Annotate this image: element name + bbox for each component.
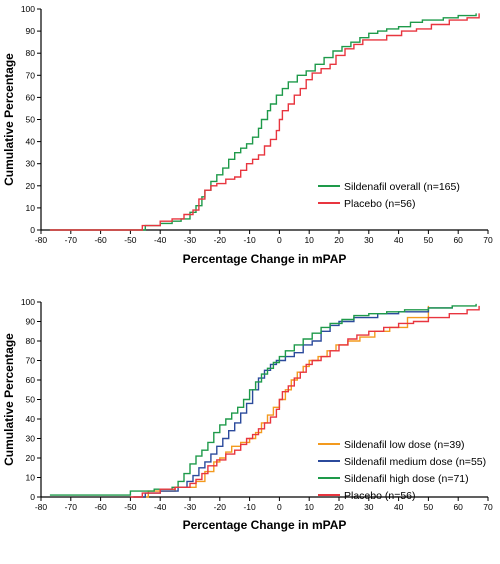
x-tick-label: -30 [184,502,197,512]
y-tick-label: 10 [26,473,36,483]
y-tick-label: 60 [26,375,36,385]
x-axis-title: Percentage Change in mPAP [183,252,347,266]
x-axis-title: Percentage Change in mPAP [183,518,347,532]
y-tick-label: 50 [26,115,36,125]
x-tick-label: 40 [394,502,404,512]
y-tick-label: 50 [26,395,36,405]
legend-label: Sildenafil overall (n=165) [344,181,460,193]
x-tick-label: -80 [35,502,48,512]
y-tick-label: 60 [26,92,36,102]
x-tick-label: -40 [154,235,167,245]
x-tick-label: 30 [364,235,374,245]
y-axis-title: Cumulative Percentage [2,53,16,186]
x-tick-label: 70 [483,502,493,512]
legend-label: Sildenafil high dose (n=71) [344,473,469,485]
legend-label: Placebo (n=56) [344,490,416,502]
y-tick-label: 30 [26,434,36,444]
y-tick-label: 80 [26,336,36,346]
y-tick-label: 0 [30,225,35,235]
x-tick-label: -10 [243,235,256,245]
x-tick-label: 50 [424,502,434,512]
x-tick-label: 0 [277,502,282,512]
x-tick-label: -20 [214,235,227,245]
x-tick-label: -80 [35,235,48,245]
legend-label: Sildenafil low dose (n=39) [344,439,465,451]
y-tick-label: 30 [26,159,36,169]
x-tick-label: 10 [304,235,314,245]
y-tick-label: 40 [26,137,36,147]
series-line-4 [130,305,480,498]
x-tick-label: 40 [394,235,404,245]
x-tick-label: -50 [124,235,137,245]
x-tick-label: 60 [453,235,463,245]
x-tick-label: 60 [453,502,463,512]
x-tick-label: 0 [277,235,282,245]
x-tick-label: -10 [243,502,256,512]
x-tick-label: 70 [483,235,493,245]
y-tick-label: 80 [26,48,36,58]
x-tick-label: -60 [94,502,107,512]
x-tick-label: 20 [334,235,344,245]
y-tick-label: 90 [26,317,36,327]
x-tick-label: 20 [334,502,344,512]
x-tick-label: -30 [184,235,197,245]
series-line-2 [133,305,453,498]
y-tick-label: 100 [21,4,35,14]
y-tick-label: 10 [26,203,36,213]
y-tick-label: 20 [26,453,36,463]
legend-label: Placebo (n=56) [344,198,416,210]
legend-label: Sildenafil medium dose (n=55) [344,456,486,468]
series-line-1 [133,305,430,498]
y-tick-label: 70 [26,356,36,366]
y-tick-label: 70 [26,70,36,80]
y-axis-title: Cumulative Percentage [2,333,16,466]
y-tick-label: 90 [26,26,36,36]
y-tick-label: 100 [21,297,35,307]
y-tick-label: 20 [26,181,36,191]
y-tick-label: 40 [26,414,36,424]
x-tick-label: 10 [304,502,314,512]
x-tick-label: -60 [94,235,107,245]
x-tick-label: -70 [65,235,78,245]
x-tick-label: -20 [214,502,227,512]
x-tick-label: 30 [364,502,374,512]
x-tick-label: -70 [65,502,78,512]
x-tick-label: -40 [154,502,167,512]
x-tick-label: 50 [424,235,434,245]
series-line-2 [49,13,480,231]
series-line-3 [49,303,477,496]
y-tick-label: 0 [30,492,35,502]
x-tick-label: -50 [124,502,137,512]
